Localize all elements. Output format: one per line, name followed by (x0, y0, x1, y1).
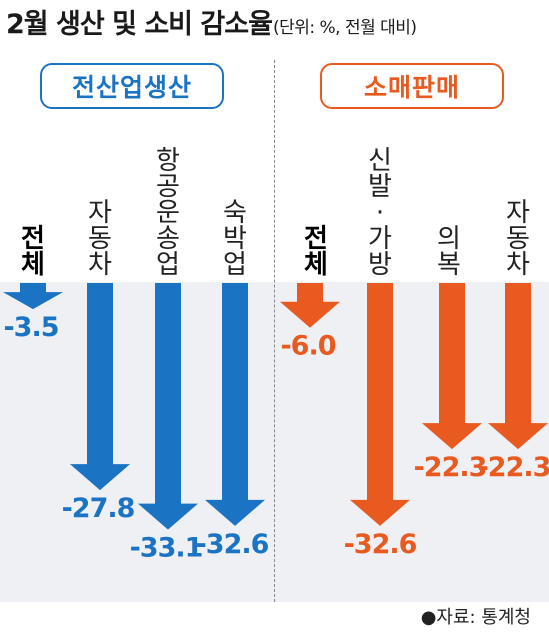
bar-arrow-retail-3 (488, 283, 548, 450)
category-label-retail-1: 신 발 · 가 방 (368, 146, 392, 280)
group-header-retail: 소매판매 (320, 63, 504, 109)
bar-arrow-retail-1 (350, 283, 410, 526)
value-label-retail-3: -22.3 (478, 452, 549, 483)
bar-arrow-production-2 (138, 283, 198, 530)
bar-arrow-production-0 (3, 283, 63, 310)
source-note: ●자료: 통계청 (420, 607, 531, 628)
value-label-production-0: -3.5 (3, 312, 58, 343)
unit-note: (단위: %, 전월 대비) (272, 18, 417, 38)
chart-title: 2월 생산 및 소비 감소율 (6, 9, 273, 40)
value-label-retail-2: -22.3 (414, 452, 487, 483)
bar-arrow-retail-0 (280, 283, 340, 328)
chart-title-block: 2월 생산 및 소비 감소율(단위: %, 전월 대비) (6, 2, 417, 41)
value-label-retail-0: -6.0 (280, 331, 335, 362)
bar-arrow-production-3 (205, 283, 265, 526)
bar-arrow-retail-2 (422, 283, 482, 450)
value-label-production-3: -32.6 (196, 529, 269, 560)
group-divider (274, 60, 275, 602)
value-label-retail-1: -32.6 (344, 529, 417, 560)
value-label-production-1: -27.8 (62, 493, 135, 524)
value-label-production-2: -33.1 (130, 533, 203, 564)
bar-arrow-production-1 (70, 283, 130, 491)
group-header-production: 전산업생산 (40, 63, 224, 109)
